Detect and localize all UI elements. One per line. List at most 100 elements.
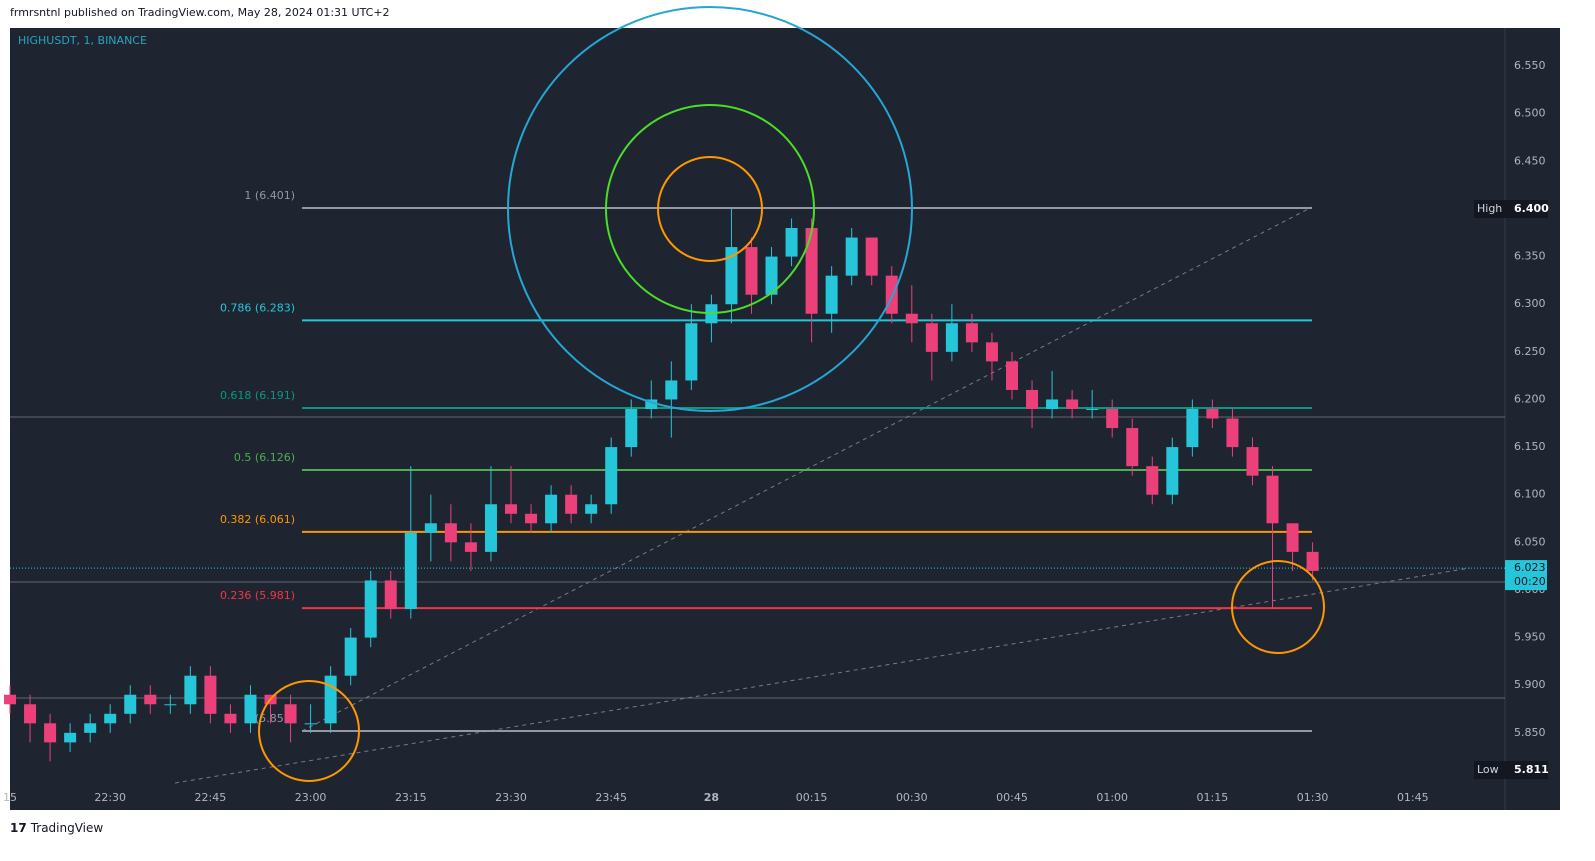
candle-body (685, 323, 698, 381)
publish-header: frmrsntnl published on TradingView.com, … (10, 6, 390, 19)
candle-body (184, 675, 197, 705)
x-tick-label: 22:45 (195, 791, 227, 804)
candle-body (1146, 466, 1159, 495)
y-tick-label: 6.500 (1514, 107, 1546, 120)
x-tick-label: 22:30 (94, 791, 126, 804)
candle-body (525, 513, 538, 524)
candle-body (1246, 447, 1259, 476)
circle (258, 680, 360, 782)
y-tick-label: 6.150 (1514, 440, 1546, 453)
candle-body (344, 637, 357, 676)
candle-body (1006, 361, 1018, 390)
y-tick-label: 6.100 (1514, 488, 1546, 501)
x-tick-label: 23:00 (295, 791, 327, 804)
candle-body (1166, 447, 1179, 495)
candle-body (1186, 408, 1199, 448)
candle-body (985, 342, 998, 362)
candle-body (1266, 475, 1279, 524)
candle-body (1226, 418, 1239, 448)
candle-body (585, 504, 598, 514)
candle-body (925, 323, 938, 352)
x-tick-label: 00:30 (896, 791, 928, 804)
candle-body (745, 247, 758, 295)
candle-body (665, 380, 678, 400)
candle-body (1106, 408, 1119, 429)
candle-body (945, 323, 958, 352)
candle-body (364, 580, 377, 638)
x-tick-label: 01:30 (1297, 791, 1329, 804)
candle-body (384, 580, 397, 610)
candle-body (1286, 523, 1299, 552)
x-tick-label: 23:15 (395, 791, 427, 804)
candle-body (765, 256, 778, 295)
price-marker-name: Low (1477, 763, 1499, 776)
candle-body (805, 228, 818, 314)
price-marker-name: High (1477, 202, 1502, 215)
logo: 17 (10, 821, 27, 835)
fib-label: 0.382 (6.061) (220, 513, 295, 526)
candle-body (1306, 551, 1319, 571)
x-tick-label: 00:15 (796, 791, 828, 804)
y-tick-label: 6.200 (1514, 392, 1546, 405)
candle-body (645, 399, 658, 409)
candle-body (84, 723, 97, 733)
x-tick-label: 28 (704, 791, 719, 804)
candle-body (284, 704, 297, 724)
x-tick-label: 23:45 (595, 791, 627, 804)
candle-body (1066, 399, 1079, 409)
x-tick-label: 00:45 (996, 791, 1028, 804)
candle-body (424, 523, 437, 533)
candle-body (244, 694, 257, 724)
candle-body (905, 313, 918, 324)
candle-body (965, 323, 978, 343)
candle-body (464, 542, 477, 552)
candle-body (44, 723, 57, 743)
fib-label: 0 (5.852) (244, 712, 295, 725)
chart-bg (10, 28, 1560, 810)
fib-label: 0.618 (6.191) (220, 389, 295, 402)
price-marker-bg (1474, 199, 1548, 218)
candle-body (4, 694, 16, 705)
footer: 17 TradingView (10, 821, 103, 835)
candle-body (124, 694, 137, 714)
candle-body (1206, 408, 1219, 419)
price-marker-bg (1474, 760, 1548, 779)
fib-label: 1 (6.401) (244, 189, 295, 202)
candle-body (324, 675, 337, 724)
x-tick-label: 01:00 (1096, 791, 1128, 804)
candle-body (625, 408, 638, 448)
x-tick-label: 01:45 (1397, 791, 1429, 804)
candle-body (725, 247, 738, 305)
y-tick-label: 5.950 (1514, 631, 1546, 644)
candle-body (1086, 408, 1099, 410)
candle-body (204, 675, 217, 714)
circle (605, 104, 815, 314)
x-tick-label: 23:30 (495, 791, 527, 804)
x-tick-label: 15 (3, 791, 17, 804)
candle-body (1046, 399, 1059, 409)
y-tick-label: 6.450 (1514, 154, 1546, 167)
trend-line (174, 567, 1471, 784)
y-tick-label: 6.050 (1514, 535, 1546, 548)
candle-body (144, 694, 157, 705)
footer-text: TradingView (30, 821, 104, 835)
candle-body (484, 504, 497, 552)
candle-body (565, 494, 578, 514)
candle-body (444, 523, 457, 543)
candle-body (24, 704, 37, 724)
fib-label: 0.236 (5.981) (220, 589, 295, 602)
candle-body (785, 228, 798, 257)
candle-body (104, 713, 117, 724)
y-tick-label: 6.550 (1514, 59, 1546, 72)
candle-body (545, 494, 558, 524)
symbol-title: HIGHUSDT, 1, BINANCE (18, 34, 147, 47)
circle (657, 156, 763, 262)
y-tick-label: 6.300 (1514, 297, 1546, 310)
fib-label: 0.786 (6.283) (220, 301, 295, 314)
last-price-bg (1505, 560, 1547, 591)
candle-body (404, 532, 417, 610)
y-tick-label: 5.850 (1514, 726, 1546, 739)
countdown: 00:20 (1514, 575, 1546, 588)
last-price: 6.023 (1514, 561, 1546, 574)
